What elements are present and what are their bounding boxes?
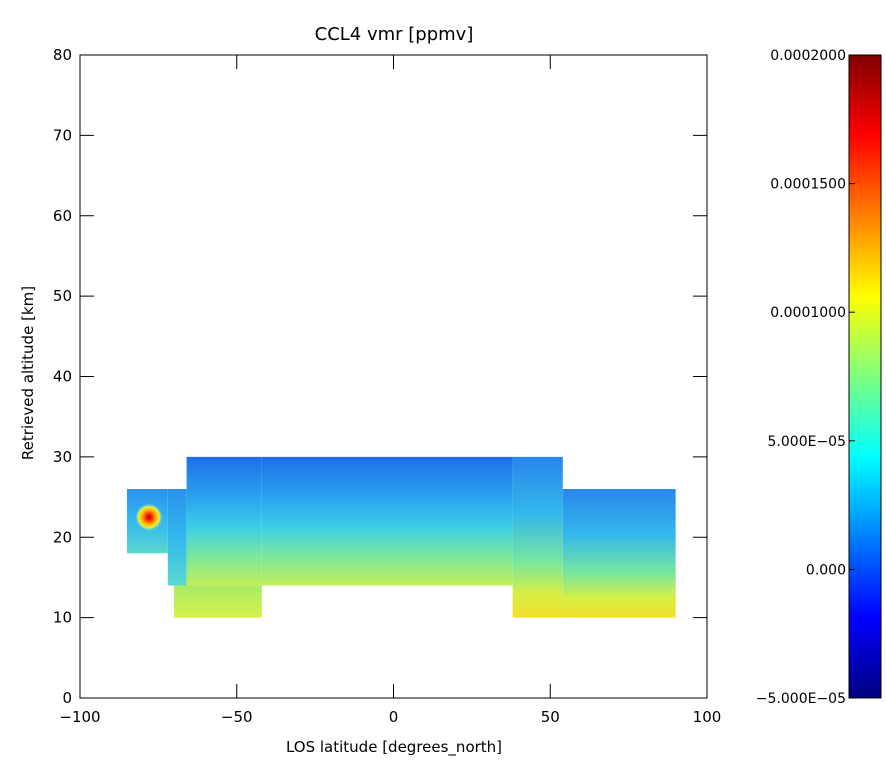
x-tick-label: −100 bbox=[59, 708, 100, 726]
colorbar-tick-label: 0.0001500 bbox=[770, 177, 846, 193]
plot-axes: −100 −50 0 50 100 0 10 20 30 40 50 60 70 80 bbox=[53, 46, 721, 726]
colorbar: 0.0002000 0.0001500 0.0001000 5.000E−05 0.00… bbox=[756, 48, 882, 707]
colorbar-tick-label: 0.0001000 bbox=[770, 305, 846, 321]
colorbar-tick-label: 0.0002000 bbox=[770, 48, 846, 64]
x-tick-label: 50 bbox=[541, 708, 560, 726]
y-tick-label: 70 bbox=[53, 126, 72, 144]
y-tick-label: 10 bbox=[53, 609, 72, 627]
heatmap-region bbox=[261, 456, 513, 586]
x-axis-label: LOS latitude [degrees_north] bbox=[286, 738, 502, 757]
y-tick-label: 50 bbox=[53, 287, 72, 305]
colorbar-bar bbox=[848, 54, 882, 699]
heatmap-region bbox=[186, 456, 262, 586]
x-tick-label: 100 bbox=[693, 708, 722, 726]
y-tick-label: 20 bbox=[53, 528, 72, 546]
heatmap-region bbox=[512, 456, 563, 618]
y-tick-label: 60 bbox=[53, 207, 72, 225]
y-tick-label: 80 bbox=[53, 46, 72, 64]
heatmap-regions bbox=[127, 456, 676, 618]
y-tick-label: 0 bbox=[62, 689, 72, 707]
chart-title: CCL4 vmr [ppmv] bbox=[315, 24, 474, 45]
x-tick-label: 0 bbox=[389, 708, 399, 726]
heatmap-region bbox=[174, 585, 262, 618]
heatmap-region bbox=[562, 489, 676, 618]
colorbar-tick-label: −5.000E−05 bbox=[756, 691, 846, 707]
heatmap-region bbox=[167, 489, 187, 586]
y-axis-label: Retrieved altitude [km] bbox=[19, 286, 37, 460]
heatmap-hotspot bbox=[134, 503, 163, 532]
colorbar-tick-label: 5.000E−05 bbox=[768, 434, 846, 450]
x-tick-label: −50 bbox=[221, 708, 253, 726]
colorbar-tick-label: 0.000 bbox=[806, 562, 846, 578]
y-tick-label: 40 bbox=[53, 368, 72, 386]
y-tick-label: 30 bbox=[53, 448, 72, 466]
